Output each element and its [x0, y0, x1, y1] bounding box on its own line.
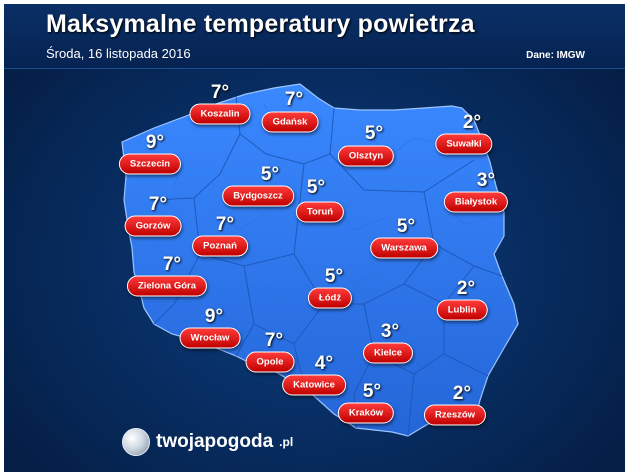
city-label-opole: Opole [245, 351, 295, 373]
city-label-gdansk: Gdańsk [261, 111, 319, 133]
city-label-rzeszow: Rzeszów [423, 404, 487, 426]
temperature-wroclaw: 9° [204, 306, 224, 327]
poland-map [121, 83, 519, 437]
city-label-olsztyn: Olsztyn [337, 145, 395, 167]
brand-suffix: .pl [279, 435, 294, 449]
city-label-katowice: Katowice [282, 374, 346, 396]
temperature-opole: 7° [264, 330, 284, 351]
city-label-zielona-gora: Zielona Góra [126, 275, 208, 297]
temperature-koszalin: 7° [210, 82, 230, 103]
temperature-kielce: 3° [380, 321, 400, 342]
city-label-lodz: Łódź [307, 287, 353, 309]
temperature-warszawa: 5° [396, 216, 416, 237]
temperature-suwalki: 2° [462, 112, 482, 133]
temperature-bydgoszcz: 5° [260, 164, 280, 185]
temperature-poznan: 7° [215, 214, 235, 235]
brand-logo: twojapogoda .pl [122, 428, 293, 456]
temperature-katowice: 4° [314, 353, 334, 374]
city-label-krakow: Kraków [337, 402, 395, 424]
temperature-olsztyn: 5° [364, 123, 384, 144]
temperature-zielona-gora: 7° [162, 254, 182, 275]
city-label-koszalin: Koszalin [189, 103, 251, 125]
temperature-krakow: 5° [362, 381, 382, 402]
city-label-lublin: Lublin [436, 299, 488, 321]
city-label-poznan: Poznań [192, 235, 248, 257]
page-title: Maksymalne temperatury powietrza [46, 10, 475, 38]
header-bar: Maksymalne temperatury powietrza Środa, … [4, 4, 625, 69]
city-label-suwalki: Suwałki [435, 133, 493, 155]
city-label-kielce: Kielce [363, 342, 413, 364]
temperature-rzeszow: 2° [452, 383, 472, 404]
temperature-lublin: 2° [456, 278, 476, 299]
temperature-gdansk: 7° [284, 89, 304, 110]
temperature-torun: 5° [306, 177, 326, 198]
weather-map-frame: Maksymalne temperatury powietrza Środa, … [4, 4, 625, 472]
city-label-torun: Toruń [295, 201, 345, 223]
city-label-bydgoszcz: Bydgoszcz [222, 185, 294, 207]
temperature-lodz: 5° [324, 266, 344, 287]
temperature-szczecin: 9° [145, 132, 165, 153]
temperature-bialystok: 3° [476, 170, 496, 191]
temperature-gorzow: 7° [148, 194, 168, 215]
data-source-label: Dane: IMGW [526, 50, 585, 61]
brand-name: twojapogoda [156, 431, 274, 452]
date-label: Środa, 16 listopada 2016 [46, 46, 191, 61]
city-label-gorzow: Gorzów [124, 215, 182, 237]
city-label-bialystok: Białystok [443, 191, 509, 213]
city-label-warszawa: Warszawa [370, 237, 438, 259]
city-label-wroclaw: Wrocław [179, 327, 241, 349]
city-label-szczecin: Szczecin [118, 153, 182, 175]
globe-icon [122, 428, 150, 456]
